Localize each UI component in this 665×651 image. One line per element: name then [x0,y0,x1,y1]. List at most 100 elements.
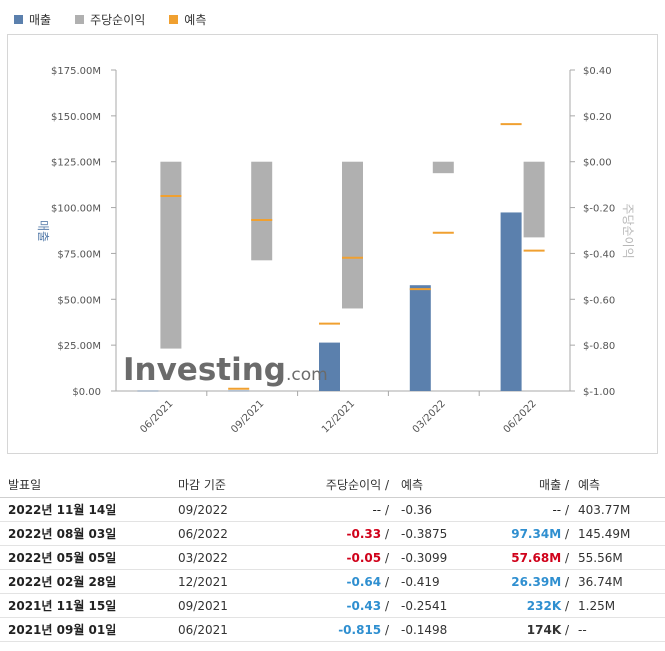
release-date: 2021년 11월 15일 [8,599,117,613]
x-tick-label: 06/2021 [138,398,175,435]
release-date: 2022년 02월 28일 [8,575,117,589]
eps-swatch-icon [75,14,85,24]
right-tick-label: $-0.20 [583,204,615,215]
revenue-cell: 232K / [527,594,569,618]
header-eps[interactable]: 주당순이익 / [326,472,389,498]
revenue-forecast-value: 36.74M [578,575,623,589]
eps-forecast-value: -0.419 [401,575,440,589]
eps-bar [251,161,273,261]
eps-separator: / [381,551,389,565]
eps-bar [432,161,454,174]
eps-cell: -0.05 / [347,546,389,570]
eps-cell: -0.64 / [347,570,389,594]
revenue-value: 232K [526,599,562,613]
chart-legend: 매출 주당순이익 예측 [14,10,230,28]
table-body: 2022년 11월 14일 09/2022 -- / -0.36 -- / 403.77M… [0,498,665,642]
legend-item-forecast[interactable]: 예측 [169,11,206,28]
revenue-forecast-value: 1.25M [578,599,616,613]
revenue-separator: / [561,623,569,637]
legend-label-forecast: 예측 [184,12,207,27]
chart-panel: $0.00 $25.00M $50.00M $75.00M $100.00M $125.0… [7,34,658,454]
revenue-value: 26.39M [511,575,562,589]
eps-value: -0.815 [338,623,382,637]
left-tick-label: $25.00M [57,341,101,352]
x-tick-label: 09/2021 [229,398,266,435]
eps-bar [523,161,545,238]
logo-suffix: .com [286,365,328,385]
eps-forecast-value: -0.3875 [401,527,448,541]
left-tick-label: $175.00M [51,66,101,77]
eps-forecast-value: -0.2541 [401,599,448,613]
header-revenue-sep: / [564,478,569,492]
eps-value: -0.43 [346,599,382,613]
legend-item-revenue[interactable]: 매출 [14,11,51,28]
revenue-cell: -- / [552,498,569,522]
header-eps-sep: / [384,478,389,492]
header-eps-label: 주당순이익 [325,478,382,492]
eps-cell: -- / [372,498,389,522]
revenue-value: 57.68M [511,551,562,565]
revenue-cell: 97.34M / [511,522,569,546]
right-axis-title: 주당순이익 [621,203,635,258]
eps-value: -0.33 [346,527,382,541]
revenue-cell: 57.68M / [511,546,569,570]
header-period[interactable]: 마감 기준 [178,478,226,492]
table-header-row: 발표일 마감 기준 주당순이익 / 예측 매출 / 예측 [0,472,665,498]
revenue-separator: / [561,599,569,613]
table-row: 2021년 11월 15일 09/2021 -0.43 / -0.2541 232K /… [0,594,665,618]
table-row: 2022년 08월 03일 06/2022 -0.33 / -0.3875 97.34M… [0,522,665,546]
release-date: 2022년 11월 14일 [8,503,117,517]
revenue-forecast-value: 403.77M [578,503,631,517]
header-eps-forecast[interactable]: 예측 [401,478,424,492]
revenue-bar [137,390,159,392]
earnings-table: 발표일 마감 기준 주당순이익 / 예측 매출 / 예측 2022년 11월 1… [0,472,665,642]
revenue-bar [409,285,431,391]
eps-value: -- [372,503,382,517]
right-tick-label: $0.20 [583,112,612,123]
header-revenue[interactable]: 매출 / [539,472,569,498]
header-revenue-forecast[interactable]: 예측 [578,478,601,492]
revenue-value: -- [552,503,562,517]
period-ending: 09/2022 [178,503,228,517]
eps-separator: / [381,503,389,517]
revenue-bar [319,342,340,391]
eps-separator: / [381,575,389,589]
investing-logo: Investing.com [123,352,328,388]
revenue-bar [500,212,522,391]
earnings-chart: $0.00 $25.00M $50.00M $75.00M $100.00M $125.0… [36,66,635,435]
eps-value: -0.64 [346,575,382,589]
revenue-forecast-value: 55.56M [578,551,623,565]
revenue-forecast-value: -- [578,623,587,637]
revenue-separator: / [561,503,569,517]
right-tick-label: $-0.80 [583,341,615,352]
left-tick-label: $125.00M [51,158,101,169]
period-ending: 06/2022 [178,527,228,541]
eps-separator: / [381,599,389,613]
eps-cell: -0.43 / [347,594,389,618]
left-axis-title: 매출 [36,220,50,242]
revenue-forecast-value: 145.49M [578,527,631,541]
right-tick-label: $-0.60 [583,295,615,306]
revenue-bar [228,390,250,392]
period-ending: 03/2022 [178,551,228,565]
x-tick-label: 12/2021 [320,398,357,435]
revenue-separator: / [561,575,569,589]
release-date: 2022년 05월 05일 [8,551,117,565]
revenue-separator: / [561,527,569,541]
legend-item-eps[interactable]: 주당순이익 [75,11,145,28]
eps-separator: / [381,623,389,637]
table-row: 2022년 02월 28일 12/2021 -0.64 / -0.419 26.39M … [0,570,665,594]
revenue-value: 174K [526,623,562,637]
table-row: 2022년 11월 14일 09/2022 -- / -0.36 -- / 403.77M [0,498,665,522]
revenue-cell: 26.39M / [511,570,569,594]
legend-label-revenue: 매출 [29,12,52,27]
period-ending: 12/2021 [178,575,228,589]
right-tick-label: $0.40 [583,66,612,77]
left-tick-label: $75.00M [57,249,101,260]
eps-value: -0.05 [346,551,382,565]
left-tick-label: $100.00M [51,204,101,215]
revenue-separator: / [561,551,569,565]
right-tick-label: $-1.00 [583,387,615,398]
header-date[interactable]: 발표일 [8,478,42,492]
header-revenue-label: 매출 [539,478,562,492]
